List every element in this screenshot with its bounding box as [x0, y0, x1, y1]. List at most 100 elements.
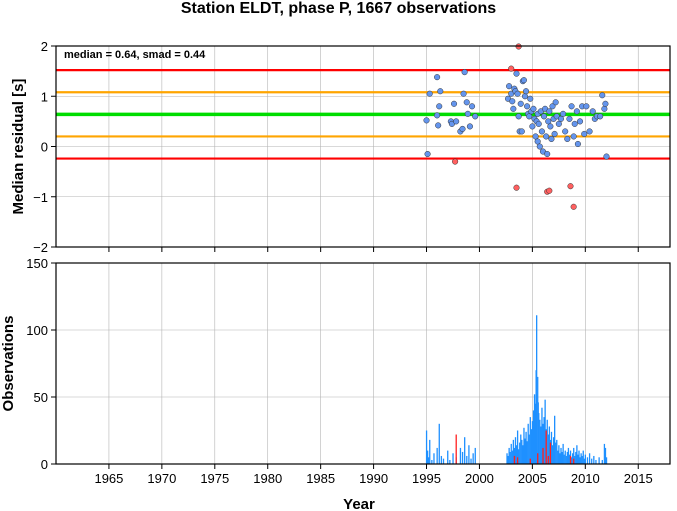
residual-point	[546, 108, 553, 115]
residual-point	[530, 105, 537, 112]
residual-point	[526, 113, 533, 120]
observation-bar	[521, 439, 523, 464]
residual-point	[560, 110, 567, 117]
observation-bar	[530, 429, 533, 464]
y-axis-label: Median residual [s]	[10, 79, 27, 215]
residual-point	[589, 108, 596, 115]
plot-frame	[55, 45, 671, 248]
observation-bar	[548, 426, 551, 464]
observation-bar	[527, 423, 529, 464]
residual-point	[535, 120, 542, 127]
x-tick-label: 1965	[94, 471, 123, 486]
residual-point	[453, 118, 460, 125]
outlier-point	[570, 203, 577, 210]
observation-bar	[598, 457, 600, 464]
residual-point	[583, 103, 590, 110]
residual-point	[436, 103, 443, 110]
residual-point	[510, 105, 517, 112]
residual-point	[568, 103, 575, 110]
residual-point	[597, 113, 604, 120]
observation-bar	[562, 443, 564, 464]
observation-bar	[524, 438, 526, 464]
residual-point	[574, 140, 581, 148]
x-tick-label: 1985	[306, 471, 335, 486]
y-tick-label: 0	[41, 140, 48, 155]
observation-bar	[563, 454, 565, 464]
observation-bar	[532, 410, 535, 464]
observations-panel: 0 50 100 150 1965 1970 1975 1980 1985 1990 1995 200…	[0, 256, 671, 511]
observation-bar	[542, 423, 544, 464]
residual-point	[424, 150, 431, 158]
residual-point	[426, 90, 433, 97]
outlier-observation-bar	[569, 455, 572, 464]
observation-bar	[582, 450, 584, 464]
observation-bar	[550, 431, 553, 464]
residual-point	[602, 100, 609, 107]
residual-point	[601, 105, 608, 112]
residual-point	[464, 110, 471, 117]
observation-bar	[593, 455, 595, 464]
observation-bar	[436, 447, 438, 464]
residual-point	[423, 117, 430, 124]
residual-point	[518, 128, 525, 135]
y-tick-label: 2	[41, 39, 48, 54]
residual-point	[566, 115, 573, 122]
observation-bar	[556, 439, 558, 464]
observation-bar	[568, 454, 571, 464]
y-axis-label: Observations	[0, 316, 17, 412]
observation-bar	[525, 431, 527, 464]
observation-bar	[588, 453, 591, 464]
observation-bar	[433, 453, 435, 464]
observation-bar	[586, 457, 589, 464]
residual-point	[506, 83, 513, 90]
x-axis-label: Year	[343, 496, 375, 511]
observation-bar	[472, 453, 474, 464]
outlier-observation-bar	[537, 453, 539, 464]
residual-point	[549, 103, 556, 110]
y-tick-label: −2	[33, 240, 48, 255]
residual-point	[521, 93, 529, 100]
residual-point	[450, 100, 458, 107]
observation-bar	[591, 458, 593, 464]
observation-bar	[515, 445, 518, 464]
observation-bar	[603, 443, 606, 464]
outlier-observation-bar	[516, 457, 519, 464]
residual-point	[532, 133, 539, 140]
outlier-observation-bar	[545, 430, 547, 464]
observation-bar	[560, 447, 562, 464]
x-tick-label: 1970	[147, 471, 176, 486]
residual-point	[472, 113, 479, 120]
residual-point	[460, 90, 467, 97]
outlier-observation-bar	[573, 458, 575, 464]
observation-bar	[565, 455, 567, 464]
y-tick-label: 150	[26, 256, 48, 271]
observation-bar	[526, 441, 528, 464]
residual-point	[581, 130, 588, 137]
stats-annotation: median = 0.64, smad = 0.44	[64, 49, 206, 61]
observation-bar	[578, 450, 580, 464]
observation-bar	[510, 443, 512, 464]
observation-bar	[523, 427, 525, 464]
x-tick-label: 2005	[518, 471, 547, 486]
observation-bar	[544, 399, 546, 464]
observation-bar	[559, 453, 561, 464]
observation-bar	[564, 450, 566, 464]
observation-bar	[541, 407, 543, 464]
outlier-point	[513, 184, 520, 191]
y-tick-label: −1	[33, 190, 48, 205]
observation-bar	[551, 445, 554, 464]
observation-bar	[512, 439, 515, 464]
observation-bar	[552, 437, 555, 464]
residual-point	[538, 128, 545, 135]
observation-bar	[438, 423, 440, 464]
residual-point	[434, 112, 441, 119]
residual-point	[435, 122, 442, 129]
outlier-point	[546, 187, 553, 194]
residual-panel: −2 −1 0 1 2 median = 0.64, smad = 0.44 Median …	[10, 39, 671, 255]
observation-bar	[604, 447, 607, 464]
residual-point	[517, 100, 524, 107]
observation-bar	[557, 450, 559, 464]
observation-bar	[570, 457, 573, 464]
residual-point	[543, 133, 550, 140]
residual-point	[534, 138, 541, 145]
